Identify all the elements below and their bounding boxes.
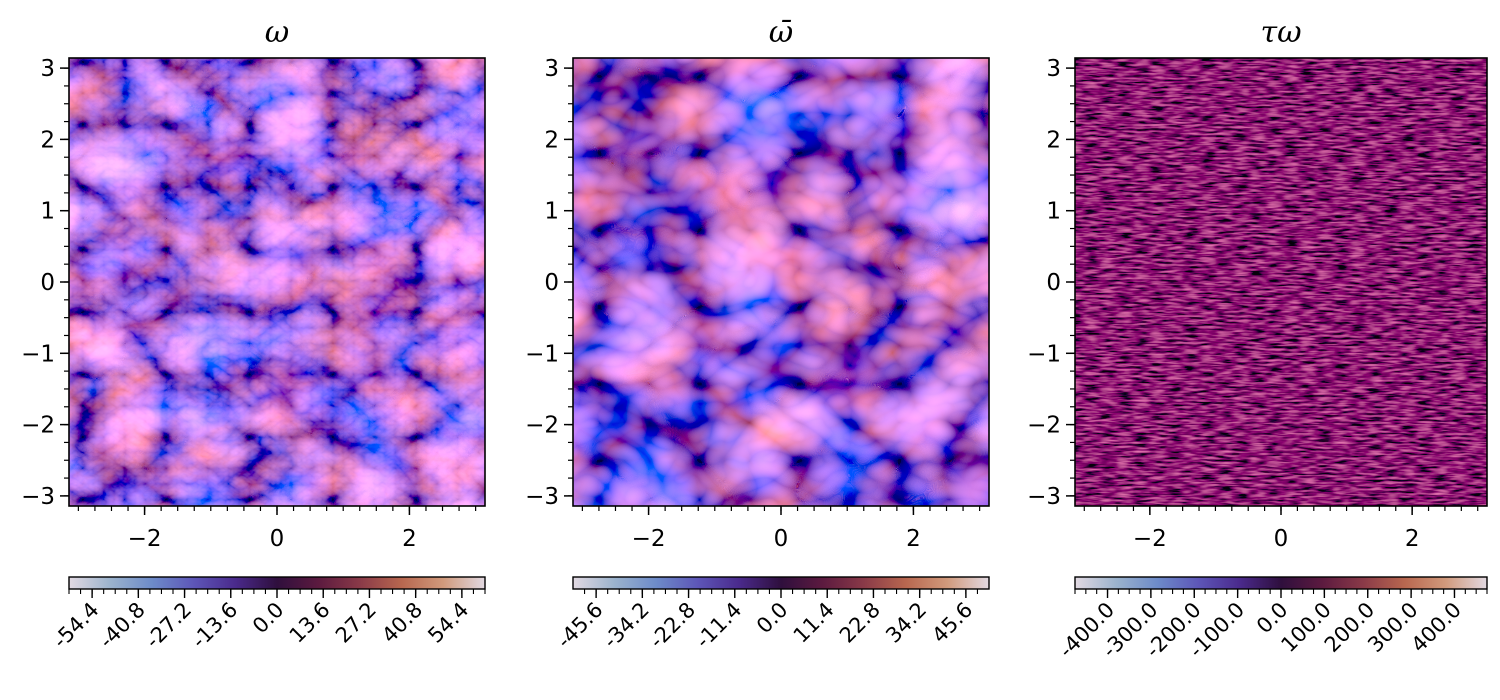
- x-tick-label: −2: [632, 526, 666, 552]
- y-tick-label: 3: [1046, 56, 1061, 82]
- colorbar-gradient: [572, 576, 990, 590]
- colorbar-tick-label: 34.2: [881, 598, 931, 648]
- colorbar-tick-label: 13.6: [285, 598, 335, 648]
- x-tick-label: 2: [1405, 526, 1420, 552]
- panel-title: ω̄: [769, 15, 793, 50]
- x-tick-label: −2: [128, 526, 162, 552]
- panel-3: τω −2 0 2 3 2 1 0 −1 −2 −3 -400.0-300.0-200.0-100.0…: [1027, 15, 1488, 662]
- colorbar-gradient: [68, 576, 486, 590]
- heatmap-field: [1075, 58, 1487, 506]
- y-tick-label: 1: [40, 199, 55, 225]
- colorbar-tick-label: -27.2: [141, 598, 196, 653]
- panel-title: τω: [1260, 15, 1301, 50]
- y-tick-label: 0: [1046, 270, 1061, 296]
- y-tick-label: 0: [40, 270, 55, 296]
- colorbar-tick-label: 54.4: [423, 598, 473, 648]
- colorbar-tick-label: 27.2: [331, 598, 381, 648]
- y-tick-label: −1: [525, 341, 559, 367]
- y-tick-label: −1: [21, 341, 55, 367]
- colorbar-tick-label: 11.4: [789, 598, 839, 648]
- colorbar-tick-label: 0.0: [248, 598, 289, 639]
- colorbar-tick-label: 22.8: [835, 598, 885, 648]
- heatmap-field: [573, 58, 989, 506]
- colorbar: -54.4-40.8-27.2-13.6 0.013.627.240.854.4: [48, 576, 486, 653]
- y-tick-label: 3: [40, 56, 55, 82]
- y-tick-label: −3: [1027, 484, 1061, 510]
- x-tick-label: 2: [402, 526, 417, 552]
- colorbar: -45.6-34.2-22.8-11.4 0.011.422.834.245.6: [552, 576, 990, 653]
- x-tick-label: 2: [906, 526, 921, 552]
- colorbar-tick-label: -34.2: [598, 598, 653, 653]
- y-tick-label: −2: [21, 413, 55, 439]
- colorbar: -400.0-300.0-200.0-100.0 0.0100.0200.0300…: [1054, 576, 1488, 662]
- y-tick-label: 2: [1046, 127, 1061, 153]
- y-tick-label: 3: [544, 56, 559, 82]
- y-tick-label: −2: [1027, 413, 1061, 439]
- panel-2: ω̄ −2 0 2 3 2 1 0 −1 −2 −3 -45.6-34.2-22.8-11.4 0.01…: [525, 15, 990, 653]
- colorbar-tick-label: -54.4: [48, 598, 103, 653]
- x-tick-label: 0: [774, 526, 789, 552]
- colorbar-tick-label: -13.6: [187, 598, 242, 653]
- heatmap-field: [69, 58, 485, 506]
- y-tick-label: −1: [1027, 341, 1061, 367]
- colorbar-tick-label: 0.0: [752, 598, 793, 639]
- x-tick-label: −2: [1133, 526, 1167, 552]
- colorbar-tick-label: -40.8: [94, 598, 149, 653]
- panel-title: ω: [265, 15, 289, 50]
- y-tick-label: 0: [544, 270, 559, 296]
- colorbar-tick-label: 45.6: [927, 598, 977, 648]
- colorbar-gradient: [1074, 576, 1488, 590]
- colorbar-tick-label: -11.4: [691, 598, 746, 653]
- y-tick-label: 1: [544, 199, 559, 225]
- colorbar-tick-label: -45.6: [552, 598, 607, 653]
- y-tick-label: 2: [40, 127, 55, 153]
- x-tick-label: 0: [1274, 526, 1289, 552]
- y-tick-label: −2: [525, 413, 559, 439]
- colorbar-tick-label: 400.0: [1407, 598, 1466, 657]
- y-tick-label: −3: [21, 484, 55, 510]
- y-tick-label: 1: [1046, 199, 1061, 225]
- x-tick-label: 0: [270, 526, 285, 552]
- y-tick-label: 2: [544, 127, 559, 153]
- y-tick-label: −3: [525, 484, 559, 510]
- colorbar-tick-label: 40.8: [377, 598, 427, 648]
- panel-1: ω −2 0 2 3 2 1 0 −1 −2 −3 -54.4-40.8-27.2-13.6 0.013…: [21, 15, 486, 653]
- colorbar-tick-label: -22.8: [645, 598, 700, 653]
